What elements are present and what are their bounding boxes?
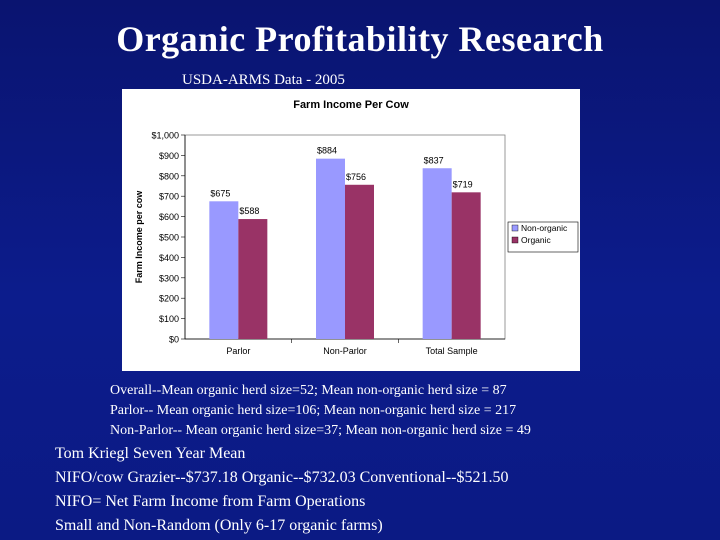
bar-non-organic-total-sample <box>422 168 452 339</box>
bar-value-label: $837 <box>424 155 444 165</box>
bar-data-labels: $675 $588 $884 $756 $837 $719 <box>210 146 472 216</box>
note-non-parlor: Non-Parlor-- Mean organic herd size=37; … <box>110 423 531 438</box>
x-axis-ticks: Parlor Non-Parlor Total Sample <box>185 338 505 356</box>
bar-organic-non-parlor <box>345 184 374 339</box>
y-tick-label: $400 <box>159 253 179 263</box>
y-tick-label: $0 <box>169 335 179 345</box>
bar-organic-total-sample <box>451 192 481 339</box>
legend-swatch-non-organic <box>511 224 519 232</box>
chart-canvas: Farm Income Per Cow Farm Income per cow … <box>134 99 579 356</box>
chart-title: Farm Income Per Cow <box>293 99 409 111</box>
legend-swatch-organic <box>511 236 519 244</box>
summary-line-4: Small and Non-Random (Only 6-17 organic … <box>55 517 383 534</box>
y-tick-label: $300 <box>159 273 179 283</box>
y-tick-label: $600 <box>159 212 179 222</box>
y-tick-label: $500 <box>159 233 179 243</box>
chart-legend: Non-organic Organic <box>507 221 579 253</box>
farm-income-chart: Farm Income Per Cow Farm Income per cow … <box>122 89 580 371</box>
note-parlor: Parlor-- Mean organic herd size=106; Mea… <box>110 403 517 418</box>
bar-non-organic-parlor <box>209 201 239 339</box>
slide-title: Organic Profitability Research <box>116 19 604 59</box>
y-tick-label: $700 <box>159 192 179 202</box>
legend-label-non-organic: Non-organic <box>521 223 568 233</box>
x-tick-label: Non-Parlor <box>323 346 367 356</box>
y-tick-label: $1,000 <box>151 131 179 141</box>
bar-value-label: $719 <box>453 179 473 189</box>
bar-value-label: $884 <box>317 146 337 156</box>
kriegl-summary: Tom Kriegl Seven Year Mean NIFO/cow Graz… <box>55 442 509 538</box>
summary-line-3: NIFO= Net Farm Income from Farm Operatio… <box>55 493 366 510</box>
x-tick-label: Total Sample <box>426 346 478 356</box>
y-axis-label: Farm Income per cow <box>134 190 144 284</box>
summary-line-2: NIFO/cow Grazier--$737.18 Organic--$732.… <box>55 469 509 486</box>
bar-value-label: $675 <box>210 188 230 198</box>
bar-value-label: $588 <box>239 206 259 216</box>
legend-box <box>507 221 579 253</box>
data-source-label: USDA-ARMS Data - 2005 <box>182 72 345 88</box>
summary-line-1: Tom Kriegl Seven Year Mean <box>55 445 246 462</box>
y-tick-label: $800 <box>159 171 179 181</box>
bar-organic-parlor <box>238 219 268 339</box>
note-overall: Overall--Mean organic herd size=52; Mean… <box>110 383 507 398</box>
y-axis-ticks: $0 $100 $200 $300 $400 $500 $600 $700 $800 $900 $1… <box>151 131 186 345</box>
x-tick-label: Parlor <box>226 346 250 356</box>
y-tick-label: $200 <box>159 294 179 304</box>
y-tick-label: $100 <box>159 314 179 324</box>
bar-non-organic-non-parlor <box>316 158 345 339</box>
herd-size-notes: Overall--Mean organic herd size=52; Mean… <box>110 381 531 441</box>
bar-marks <box>209 158 481 339</box>
bar-value-label: $756 <box>346 172 366 182</box>
y-tick-label: $900 <box>159 151 179 161</box>
legend-label-organic: Organic <box>521 235 552 245</box>
